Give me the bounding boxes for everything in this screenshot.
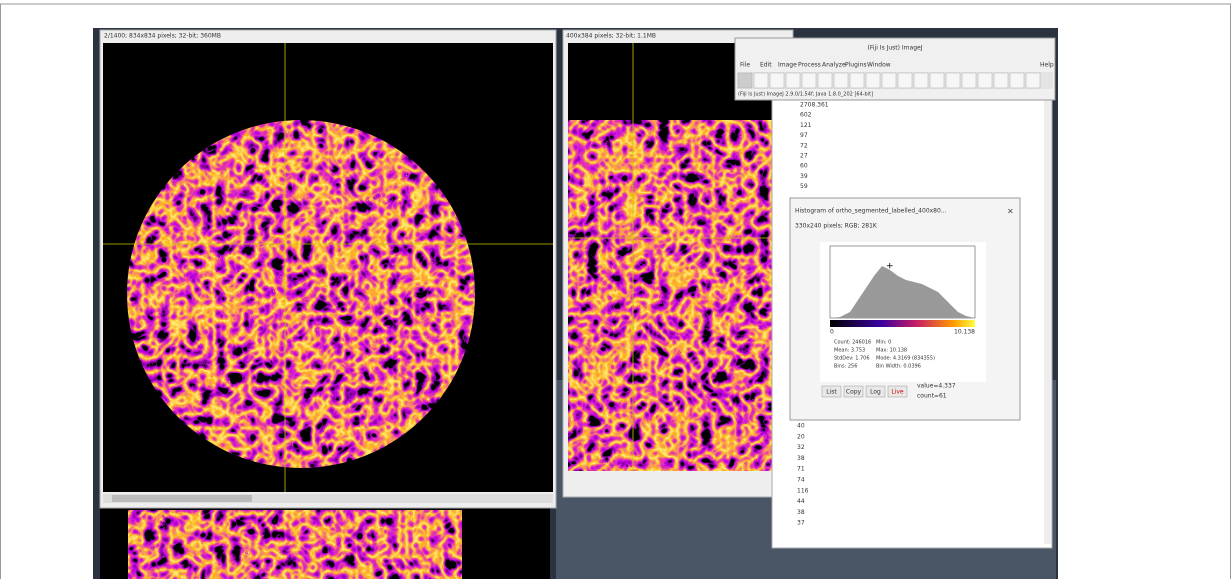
image	[568, 120, 790, 471]
menu-item[interactable]: Plugins	[845, 62, 867, 69]
button-label[interactable]: Log	[870, 389, 881, 396]
tool-button[interactable]	[1026, 73, 1040, 88]
result-value: 59	[800, 183, 808, 190]
result-value: 39	[800, 173, 808, 180]
tool-button[interactable]	[818, 73, 832, 88]
tool-button[interactable]	[882, 73, 896, 88]
result-value: 20	[797, 433, 805, 440]
menu-item[interactable]: Process	[798, 62, 821, 69]
cursor: +	[886, 262, 894, 272]
tool-button[interactable]	[946, 73, 960, 88]
result-value: 44	[797, 498, 805, 505]
result-value: 40	[797, 423, 805, 430]
tool-button[interactable]	[738, 73, 752, 88]
tool-button[interactable]	[978, 73, 992, 88]
button-label[interactable]: List	[826, 389, 837, 396]
tool-button[interactable]	[898, 73, 912, 88]
stat: Bin Width: 0.0396	[876, 364, 921, 370]
menu-item[interactable]: Image	[778, 62, 797, 69]
result-value: 38	[797, 509, 805, 516]
stat: Mean: 3.753	[834, 348, 865, 354]
tool-button[interactable]	[1010, 73, 1024, 88]
result-value: 602	[800, 112, 812, 119]
imagej-window[interactable]: (Fiji Is Just) ImageJ (Fiji Is Just) Ima…	[735, 38, 1055, 100]
result-value: 74	[797, 477, 805, 484]
result-value: 2708.361	[800, 102, 829, 109]
window-title: 2/1400; 834x834 pixels; 32-bit; 360MB	[104, 33, 221, 40]
tool-button[interactable]	[834, 73, 848, 88]
screen: 2/1400; 834x834 pixels; 32-bit; 360MB 40…	[0, 0, 1231, 579]
menu-item[interactable]: Window	[867, 62, 891, 69]
image	[128, 510, 462, 579]
close-button[interactable]: ×	[1007, 207, 1014, 216]
stat: Count: 246016	[834, 340, 871, 346]
image-window[interactable]: 2/1400; 834x834 pixels; 32-bit; 360MB	[100, 30, 556, 508]
tool-button[interactable]	[866, 73, 880, 88]
button-label[interactable]: Copy	[846, 389, 862, 396]
tool-button[interactable]	[770, 73, 784, 88]
stat: Bins: 256	[834, 364, 857, 370]
result-value: 60	[800, 163, 808, 170]
cursor-count: count=61	[917, 393, 947, 400]
result-value: 121	[800, 122, 812, 129]
tool-button[interactable]	[914, 73, 928, 88]
result-value: 71	[797, 466, 805, 473]
cursor-value: value=4.337	[917, 383, 956, 390]
stat: StdDev: 1.706	[834, 356, 870, 362]
tool-button[interactable]	[802, 73, 816, 88]
stat: Max: 10.138	[876, 348, 907, 354]
result-value: 97	[800, 132, 808, 139]
axis-min: 0	[830, 329, 834, 336]
tool-button[interactable]	[786, 73, 800, 88]
scrollbar[interactable]	[1044, 100, 1051, 544]
result-value: 72	[800, 142, 808, 149]
tool-button[interactable]	[994, 73, 1008, 88]
image-info: 330x240 pixels; RGB; 281K	[795, 223, 878, 230]
status-bar: (Fiji Is Just) ImageJ 2.9.0/1.54f; Java …	[738, 92, 873, 98]
window-title: 400x384 pixels; 32-bit; 1.1MB	[566, 33, 656, 40]
menu-item[interactable]: File	[740, 62, 750, 69]
window-title: (Fiji Is Just) ImageJ	[868, 45, 923, 52]
tool-button[interactable]	[754, 73, 768, 88]
tool-button[interactable]	[962, 73, 976, 88]
menu-item[interactable]: Analyze	[822, 62, 846, 69]
result-value: 116	[797, 487, 809, 494]
tool-button[interactable]	[930, 73, 944, 88]
result-value: 38	[797, 455, 805, 462]
stat: Mode: 4.3169 (834355)	[876, 356, 935, 362]
result-value: 27	[800, 153, 808, 160]
menu-item[interactable]: Help	[1040, 62, 1054, 69]
stat: Min: 0	[876, 340, 891, 346]
window-title: Histogram of ortho_segmented_labelled_40…	[795, 208, 947, 215]
scroll-thumb[interactable]	[112, 495, 252, 502]
histogram-window[interactable]: Histogram of ortho_segmented_labelled_40…	[790, 198, 1020, 420]
result-value: 37	[797, 520, 805, 527]
tool-button[interactable]	[850, 73, 864, 88]
axis-max: 10.138	[954, 329, 975, 336]
result-value: 32	[797, 444, 805, 451]
menu-item[interactable]: Edit	[760, 62, 772, 69]
button-label[interactable]: Live	[891, 389, 904, 396]
lut-bar	[830, 320, 975, 327]
